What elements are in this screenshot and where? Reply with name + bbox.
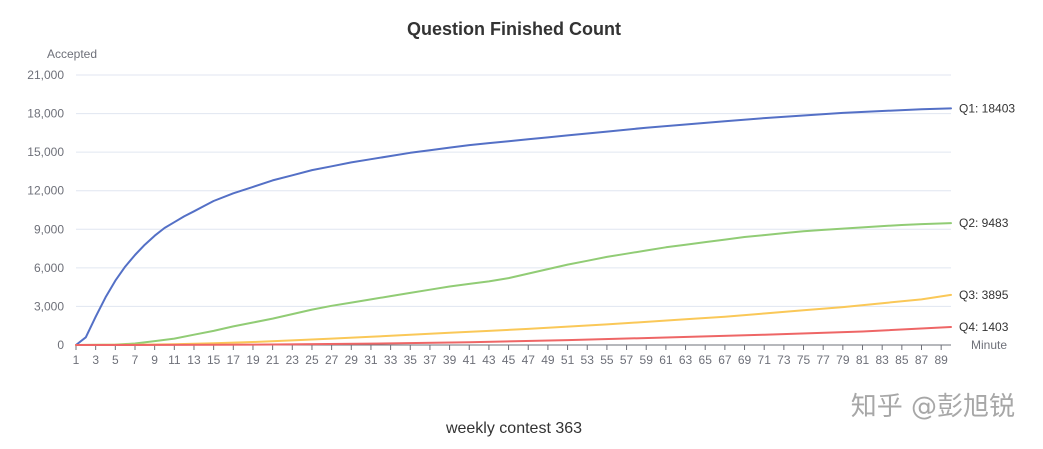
x-tick-label: 77 — [817, 353, 831, 367]
y-tick-label: 12,000 — [27, 184, 64, 198]
x-tick-label: 9 — [151, 353, 158, 367]
series-end-label-q1: Q1: 18403 — [959, 101, 1015, 115]
x-tick-label: 89 — [934, 353, 948, 367]
x-tick-label: 87 — [915, 353, 929, 367]
x-tick-label: 69 — [738, 353, 752, 367]
series-lines — [75, 107, 952, 346]
chart-caption: weekly contest 363 — [445, 420, 582, 437]
x-tick-label: 15 — [207, 353, 221, 367]
x-tick-label: 13 — [187, 353, 201, 367]
x-tick-label: 37 — [423, 353, 437, 367]
x-tick-label: 21 — [266, 353, 280, 367]
watermark: 知乎 @彭旭锐 — [851, 392, 1015, 422]
x-tick-label: 7 — [132, 353, 139, 367]
x-tick-label: 5 — [112, 353, 119, 367]
series-line-q4 — [75, 326, 952, 346]
y-tick-label: 6,000 — [34, 261, 64, 275]
x-tick-label: 59 — [640, 353, 654, 367]
chart-title: Question Finished Count — [407, 19, 621, 39]
x-tick-label: 47 — [522, 353, 536, 367]
series-end-label-q2: Q2: 9483 — [959, 216, 1009, 230]
series-line-q2 — [75, 222, 952, 346]
x-tick-label: 19 — [246, 353, 260, 367]
x-tick-label: 39 — [443, 353, 457, 367]
x-tick-label: 41 — [463, 353, 477, 367]
x-tick-label: 61 — [659, 353, 673, 367]
x-tick-label: 83 — [876, 353, 890, 367]
x-tick-label: 11 — [168, 353, 181, 367]
x-tick-label: 71 — [758, 353, 772, 367]
y-axis-name: Accepted — [47, 47, 97, 61]
x-tick-label: 51 — [561, 353, 575, 367]
x-tick-label: 73 — [777, 353, 791, 367]
x-tick-label: 33 — [384, 353, 398, 367]
x-tick-label: 23 — [286, 353, 300, 367]
y-tick-label: 21,000 — [27, 68, 64, 82]
x-tick-label: 43 — [482, 353, 496, 367]
y-tick-label: 15,000 — [27, 145, 64, 159]
x-tick-label: 1 — [73, 353, 80, 367]
series-line-q3 — [75, 293, 952, 346]
y-axis-ticks: 0 3,000 6,000 9,000 12,000 15,000 18,000 21,000 — [27, 68, 64, 352]
x-tick-label: 31 — [364, 353, 378, 367]
x-tick-label: 53 — [581, 353, 595, 367]
grid-lines — [76, 74, 951, 307]
x-tick-label: 75 — [797, 353, 811, 367]
x-tick-label: 85 — [895, 353, 909, 367]
x-tick-label: 67 — [718, 353, 732, 367]
x-tick-label: 27 — [325, 353, 339, 367]
x-axis-ticks: 1 3 5 7 9 11 13 15 17 19 21 23 25 27 29 31 33 35 37 39 41 43 4… — [73, 345, 948, 367]
x-tick-label: 63 — [679, 353, 693, 367]
x-tick-label: 45 — [502, 353, 516, 367]
y-tick-label: 18,000 — [27, 107, 64, 121]
y-tick-label: 9,000 — [34, 222, 64, 236]
x-tick-label: 49 — [541, 353, 555, 367]
x-tick-label: 3 — [92, 353, 99, 367]
series-end-labels: Q1: 18403 Q2: 9483 Q3: 3895 Q4: 1403 — [959, 101, 1015, 334]
x-tick-label: 57 — [620, 353, 634, 367]
series-line-q1 — [75, 107, 952, 346]
x-tick-label: 55 — [600, 353, 614, 367]
series-end-label-q4: Q4: 1403 — [959, 320, 1009, 334]
x-tick-label: 35 — [404, 353, 418, 367]
x-tick-label: 25 — [305, 353, 319, 367]
y-tick-label: 0 — [57, 338, 64, 352]
x-tick-label: 81 — [856, 353, 870, 367]
series-end-label-q3: Q3: 3895 — [959, 288, 1009, 302]
x-tick-label: 79 — [836, 353, 850, 367]
x-tick-label: 65 — [699, 353, 713, 367]
x-tick-label: 29 — [345, 353, 359, 367]
x-axis-name: Minute — [971, 338, 1007, 352]
x-tick-label: 17 — [227, 353, 241, 367]
y-tick-label: 3,000 — [34, 299, 64, 313]
